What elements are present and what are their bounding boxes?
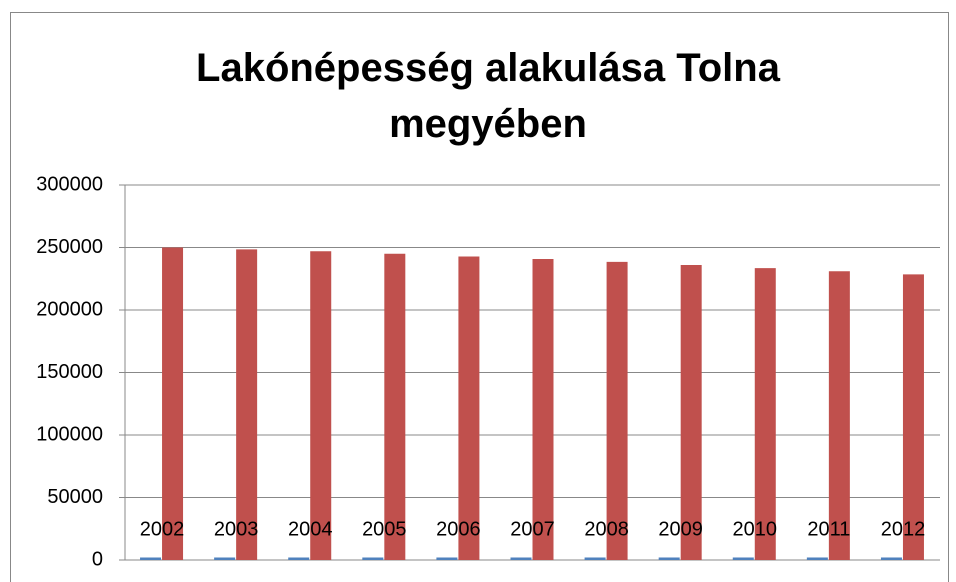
bar	[458, 256, 480, 560]
bar	[236, 249, 258, 560]
y-tick-label: 200000	[36, 298, 103, 320]
y-tick-label: 0	[92, 548, 103, 570]
bar	[288, 557, 310, 560]
bar	[732, 557, 754, 560]
y-tick-label: 300000	[36, 173, 103, 195]
bar	[680, 265, 702, 560]
bar	[510, 557, 532, 560]
bar	[754, 268, 776, 560]
y-tick-label: 250000	[36, 236, 103, 258]
x-tick-label: 2010	[733, 518, 778, 540]
x-tick-label: 2012	[881, 518, 926, 540]
bar	[532, 259, 554, 560]
x-tick-label: 2009	[658, 518, 703, 540]
x-tick-label: 2002	[140, 518, 185, 540]
bar	[828, 271, 850, 560]
bar	[310, 251, 332, 560]
x-tick-label: 2006	[436, 518, 481, 540]
x-tick-label: 2004	[288, 518, 333, 540]
bar	[658, 557, 680, 560]
bar	[880, 557, 902, 560]
x-tick-label: 2005	[362, 518, 407, 540]
bar	[806, 557, 828, 560]
x-tick-label: 2008	[584, 518, 629, 540]
bar	[162, 247, 184, 560]
bar	[902, 274, 924, 560]
x-tick-label: 2003	[214, 518, 259, 540]
bar	[362, 557, 384, 560]
y-tick-label: 50000	[47, 486, 103, 508]
chart-border	[10, 12, 949, 582]
x-tick-label: 2007	[510, 518, 555, 540]
chart-title: Lakónépesség alakulása Tolna megyében	[196, 46, 780, 146]
bar	[214, 557, 236, 560]
bar	[140, 557, 162, 560]
bar	[436, 557, 458, 560]
y-tick-label: 100000	[36, 423, 103, 445]
y-tick-label: 150000	[36, 361, 103, 383]
bar	[584, 557, 606, 560]
bar	[606, 261, 628, 560]
x-tick-label: 2011	[807, 518, 850, 540]
bar	[384, 253, 406, 560]
